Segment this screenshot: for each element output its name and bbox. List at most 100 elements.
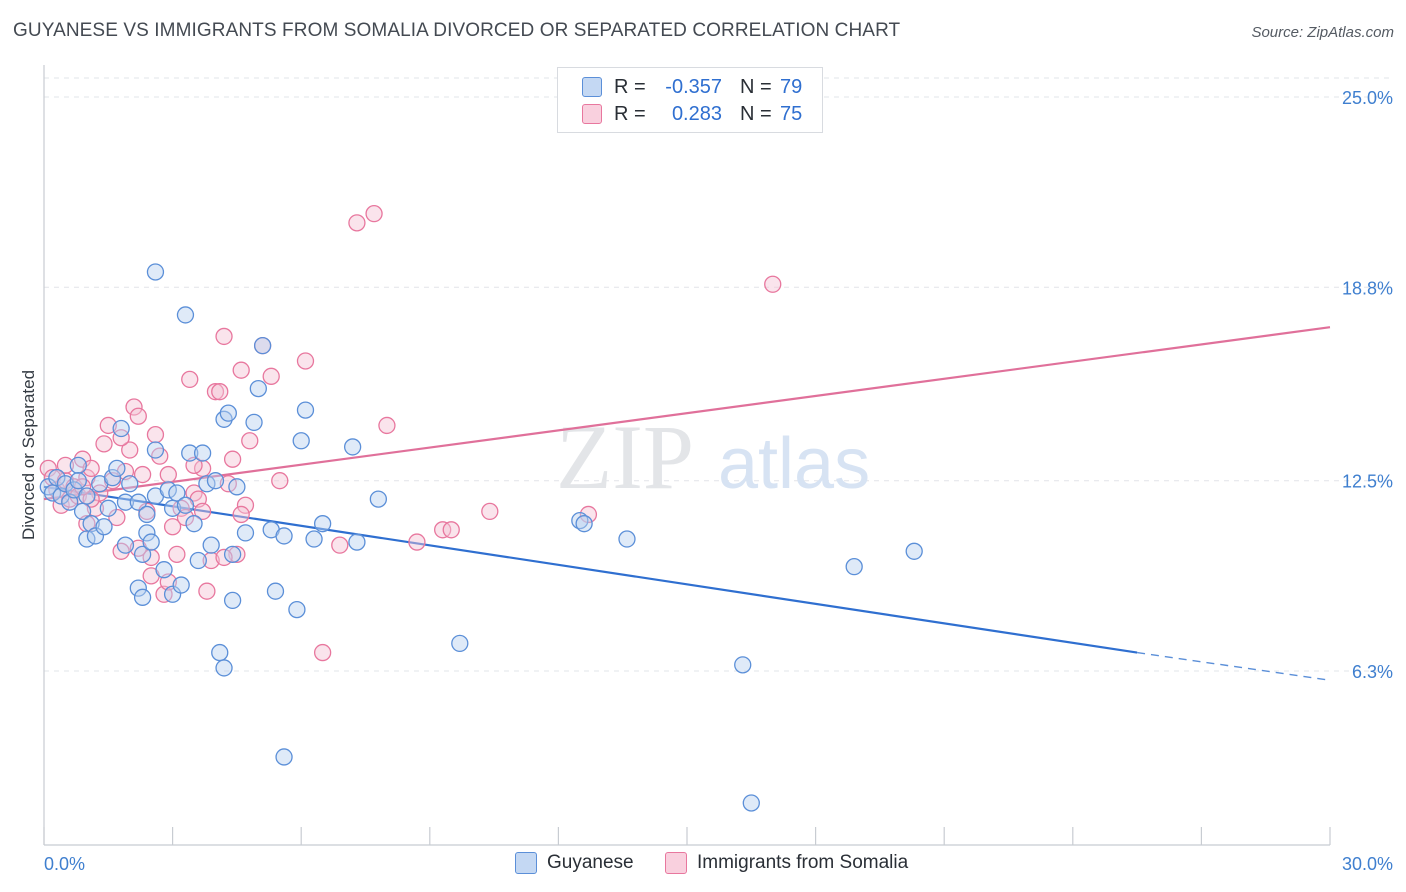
point-guyanese <box>275 527 293 545</box>
point-guyanese <box>181 444 199 462</box>
point-guyanese <box>845 557 863 576</box>
point-guyanese <box>146 263 165 281</box>
point-somalia <box>121 441 139 459</box>
y-tick-labels: 6.3% 12.5% 18.8% 25.0% <box>1342 88 1393 682</box>
point-somalia <box>296 352 315 370</box>
point-guyanese <box>575 515 593 533</box>
point-somalia <box>228 545 246 564</box>
point-somalia <box>56 456 75 474</box>
point-guyanese <box>185 515 203 533</box>
legend-swatch-guyanese <box>582 77 602 97</box>
point-guyanese <box>313 515 332 533</box>
point-somalia <box>442 521 460 539</box>
y-tick-label: 25.0% <box>1342 88 1393 108</box>
series-label-somalia: Immigrants from Somalia <box>697 852 909 873</box>
point-guyanese <box>249 379 267 398</box>
point-guyanese <box>253 336 272 355</box>
point-somalia <box>112 429 130 447</box>
data-points <box>39 204 923 812</box>
point-guyanese <box>172 576 190 594</box>
point-somalia <box>313 643 332 662</box>
legend-n-value: 79 <box>780 75 803 98</box>
series-label-guyanese: Guyanese <box>547 852 634 873</box>
point-guyanese <box>236 524 255 542</box>
x-tick-label: 30.0% <box>1342 854 1393 874</box>
point-guyanese <box>369 490 388 508</box>
chart-title: GUYANESE VS IMMIGRANTS FROM SOMALIA DIVO… <box>13 20 901 41</box>
watermark-zip: ZIP <box>556 406 694 508</box>
point-guyanese <box>292 432 310 450</box>
point-guyanese <box>48 468 66 487</box>
point-guyanese <box>138 524 156 542</box>
point-guyanese <box>146 441 165 459</box>
point-somalia <box>365 204 383 223</box>
point-guyanese <box>142 533 160 551</box>
point-somalia <box>39 459 57 478</box>
point-guyanese <box>618 530 636 548</box>
point-somalia <box>108 508 126 527</box>
point-guyanese <box>206 472 225 490</box>
point-somalia <box>202 551 220 570</box>
point-somalia <box>211 383 229 401</box>
point-somalia <box>236 496 255 514</box>
point-somalia <box>348 214 366 232</box>
y-tick-label: 6.3% <box>1352 662 1393 682</box>
series-legend-somalia[interactable]: Immigrants from Somalia <box>665 852 908 874</box>
series-swatch-somalia <box>665 852 687 874</box>
point-somalia <box>146 425 165 444</box>
legend-n-value: 75 <box>780 102 803 125</box>
point-somalia <box>99 416 117 435</box>
point-guyanese <box>56 475 75 493</box>
point-guyanese <box>275 748 293 766</box>
x-tick-label: 0.0% <box>44 854 85 874</box>
legend-row-guyanese: R = -0.357 N = 79 <box>582 75 802 99</box>
y-axis-label: Divorced or Separated <box>19 370 38 540</box>
point-somalia <box>129 407 147 425</box>
point-guyanese <box>202 536 220 554</box>
point-guyanese <box>223 545 242 564</box>
legend-row-somalia: R = 0.283 N = 75 <box>582 102 802 126</box>
point-somalia <box>232 505 250 524</box>
point-guyanese <box>219 404 237 422</box>
point-guyanese <box>95 518 113 536</box>
point-somalia <box>82 459 100 478</box>
point-somalia <box>133 465 152 484</box>
point-somalia <box>193 502 212 521</box>
point-somalia <box>232 361 250 379</box>
point-guyanese <box>288 600 306 619</box>
point-guyanese <box>343 438 362 456</box>
point-guyanese <box>103 468 122 487</box>
point-somalia <box>331 536 349 554</box>
source-credit: Source: ZipAtlas.com <box>1251 24 1394 41</box>
point-guyanese <box>305 530 323 548</box>
point-guyanese <box>348 533 366 551</box>
point-somalia <box>271 472 289 490</box>
point-guyanese <box>905 542 923 560</box>
point-guyanese <box>742 794 760 812</box>
point-guyanese <box>108 459 126 478</box>
point-guyanese <box>112 419 130 438</box>
point-guyanese <box>451 634 469 653</box>
y-tick-label: 18.8% <box>1342 278 1393 298</box>
point-guyanese <box>69 472 87 490</box>
point-guyanese <box>116 536 135 554</box>
legend-swatch-somalia <box>582 104 602 124</box>
point-somalia <box>181 370 199 389</box>
trend-line-somalia <box>43 326 1331 501</box>
point-guyanese <box>129 493 147 511</box>
point-somalia <box>163 518 182 536</box>
point-guyanese <box>223 591 242 610</box>
point-guyanese <box>176 306 195 324</box>
point-somalia <box>241 432 259 450</box>
point-guyanese <box>296 401 315 419</box>
point-somalia <box>579 505 598 524</box>
point-somalia <box>198 582 216 600</box>
point-guyanese <box>189 551 207 570</box>
point-guyanese <box>129 579 147 597</box>
point-guyanese <box>86 527 105 545</box>
series-legend-guyanese[interactable]: Guyanese <box>515 852 634 874</box>
point-guyanese <box>245 413 263 432</box>
point-guyanese <box>266 582 285 600</box>
point-guyanese <box>155 561 173 579</box>
point-guyanese <box>138 505 156 524</box>
